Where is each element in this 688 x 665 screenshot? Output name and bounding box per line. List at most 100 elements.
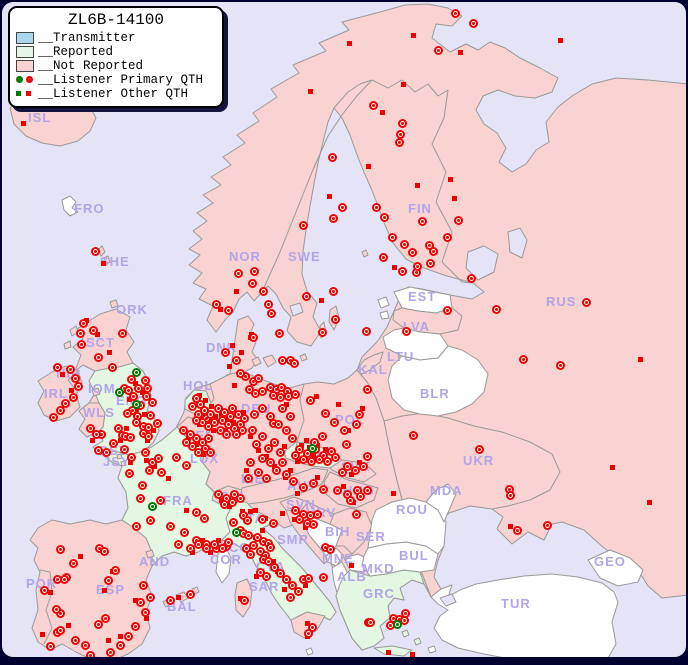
listener-primary-qth-marker xyxy=(53,363,62,372)
listener-primary-qth-marker xyxy=(102,448,111,457)
listener-primary-qth-marker xyxy=(582,298,591,307)
country-label-irl: IRL xyxy=(44,386,68,401)
listener-primary-qth-marker xyxy=(288,581,297,590)
listener-primary-qth-marker xyxy=(338,203,347,212)
listener-primary-qth-marker xyxy=(413,262,422,271)
listener-primary-qth-marker xyxy=(309,479,318,488)
listener-primary-qth-marker xyxy=(246,550,255,559)
not-reported-swatch xyxy=(16,59,38,72)
country-label-rou: ROU xyxy=(396,502,428,517)
country-label-fra: FRA xyxy=(163,493,193,508)
listener-other-qth-marker xyxy=(415,183,420,188)
listener-primary-qth-marker xyxy=(454,216,463,225)
listener-primary-qth-marker xyxy=(74,382,83,391)
listener-primary-qth-marker xyxy=(299,221,308,230)
country-label-bul: BUL xyxy=(399,548,429,563)
legend-title: ZL6B-14100 xyxy=(67,11,164,29)
country-label-ukr: UKR xyxy=(463,453,495,468)
country-label-she: SHE xyxy=(100,254,130,269)
europe-map[interactable]: ISLFROSHEORKSCTNIRIRLIOMENGWLSGSYJSYDNKN… xyxy=(2,2,686,657)
listener-primary-qth-marker xyxy=(352,420,361,429)
listener-other-qth-marker xyxy=(118,438,123,443)
listener-other-qth-marker xyxy=(213,414,218,419)
listener-primary-qth-marker xyxy=(252,440,261,449)
listener-primary-qth-marker xyxy=(94,353,103,362)
island-aegean-2 xyxy=(413,637,422,646)
listener-primary-qth-marker xyxy=(475,445,484,454)
country-label-iom: IOM xyxy=(88,381,116,396)
legend-item-transmitter: __Transmitter xyxy=(16,31,216,45)
listener-primary-qth-marker-green xyxy=(132,400,141,409)
island-isle-of-man xyxy=(91,387,101,397)
country-aut xyxy=(239,467,329,505)
listener-primary-qth-marker xyxy=(218,544,227,553)
border-fin-rus xyxy=(431,89,474,284)
country-label-mne: MNE xyxy=(322,551,354,566)
listener-other-qth-marker xyxy=(319,298,324,303)
country-label-geo: GEO xyxy=(594,554,626,569)
lake-vanern xyxy=(289,302,304,317)
listener-other-qth-marker xyxy=(90,438,95,443)
listener-primary-qth-marker xyxy=(224,538,233,547)
country-label-ser: SER xyxy=(356,529,386,544)
listener-other-qth-marker xyxy=(78,554,83,559)
listener-primary-qth-marker xyxy=(229,518,238,527)
listener-primary-qth-marker xyxy=(330,418,339,427)
listener-primary-qth-marker xyxy=(323,457,332,466)
country-rou xyxy=(367,497,447,555)
country-label-mkd: MKD xyxy=(362,561,395,576)
listener-primary-qth-marker xyxy=(144,432,153,441)
listener-primary-qth-marker xyxy=(139,581,148,590)
listener-primary-qth-marker xyxy=(71,636,80,645)
island-rhodes xyxy=(427,645,437,654)
listener-primary-qth-marker xyxy=(249,333,258,342)
listener-primary-qth-marker xyxy=(101,614,110,623)
listener-other-qth-marker xyxy=(118,634,123,639)
listener-primary-qth-marker xyxy=(60,575,69,584)
listener-primary-qth-marker xyxy=(351,466,360,475)
listener-primary-qth-marker xyxy=(266,543,275,552)
listener-other-qth-marker xyxy=(211,428,216,433)
country-label-ork: ORK xyxy=(116,302,148,317)
listener-other-qth-marker xyxy=(280,511,285,516)
listener-primary-qth-marker xyxy=(355,410,364,419)
listener-primary-qth-marker xyxy=(246,458,255,467)
listener-other-qth-marker xyxy=(256,448,261,453)
markers-layer xyxy=(2,2,686,657)
listener-primary-qth-marker xyxy=(202,544,211,553)
listener-other-qth-marker xyxy=(128,460,133,465)
reported-swatch xyxy=(16,45,38,58)
listener-other-qth-marker xyxy=(315,475,320,480)
listener-primary-qth-marker xyxy=(221,348,230,357)
listener-primary-qth-marker xyxy=(329,287,338,296)
listener-other-qth-marker xyxy=(101,261,106,266)
listener-primary-qth-marker xyxy=(172,453,181,462)
listener-primary-qth-marker xyxy=(262,572,271,581)
listener-other-qth-marker xyxy=(166,476,171,481)
listener-other-qth-marker xyxy=(401,82,406,87)
listener-primary-qth-marker xyxy=(194,448,203,457)
listener-primary-qth-marker xyxy=(182,461,191,470)
listener-primary-qth-marker xyxy=(244,531,253,540)
listener-primary-qth-marker xyxy=(328,153,337,162)
country-label-and: AND xyxy=(139,554,171,569)
listener-primary-qth-marker xyxy=(379,253,388,262)
listener-primary-qth-marker-green xyxy=(393,620,402,629)
listener-primary-qth-marker xyxy=(200,514,209,523)
island-guernsey xyxy=(116,453,123,460)
listener-primary-qth-marker xyxy=(282,575,291,584)
listener-primary-qth-marker xyxy=(146,411,155,420)
listener-primary-qth-marker xyxy=(118,329,127,338)
listener-primary-qth-marker xyxy=(236,369,245,378)
listener-primary-qth-marker xyxy=(174,540,183,549)
listener-primary-qth-marker xyxy=(77,340,86,349)
country-label-alb: ALB xyxy=(337,569,367,584)
listener-primary-qth-marker xyxy=(244,474,253,483)
listener-other-qth-marker xyxy=(411,33,416,38)
listener-other-qth-marker xyxy=(386,650,391,655)
listener-primary-qth-marker xyxy=(234,269,243,278)
listener-primary-qth-marker xyxy=(254,374,263,383)
listener-primary-qth-marker-green xyxy=(132,368,141,377)
listener-other-qth-marker xyxy=(218,307,223,312)
listener-other-qth-marker xyxy=(366,164,371,169)
